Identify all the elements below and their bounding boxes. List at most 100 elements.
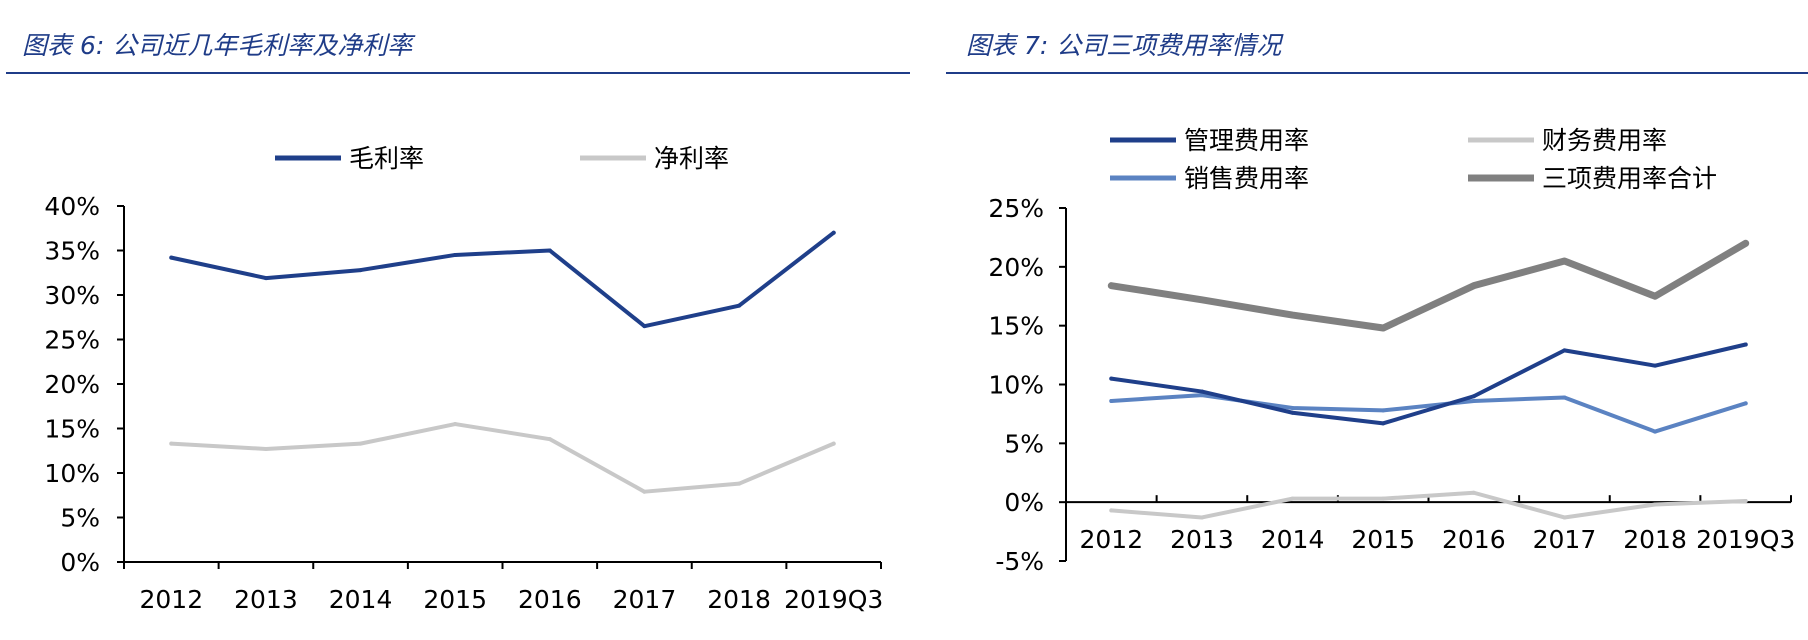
legend-label: 财务费用率: [1542, 126, 1667, 155]
y-tick-label: 0%: [1004, 488, 1044, 517]
y-tick-label: 30%: [44, 281, 100, 310]
y-tick-label: 15%: [988, 312, 1044, 341]
y-tick-label: 15%: [44, 415, 100, 444]
gross-margin-point: [642, 324, 647, 329]
x-tick-label: 2017: [613, 585, 677, 614]
admin-expense-point: [1471, 394, 1476, 399]
total-expense-point: [1381, 326, 1386, 331]
finance-expense-point: [1290, 496, 1295, 501]
x-tick-label: 2014: [329, 585, 393, 614]
admin-expense-point: [1562, 348, 1567, 353]
legend-label: 净利率: [654, 144, 729, 173]
sales-expense-line: [1109, 393, 1748, 434]
net-margin-point: [169, 441, 174, 446]
legend-label: 三项费用率合计: [1542, 164, 1717, 193]
y-tick-label: 25%: [988, 194, 1044, 223]
finance-expense-point: [1109, 508, 1114, 513]
title-divider: [946, 72, 1808, 74]
gross-margin-point: [737, 303, 742, 308]
sales-expense-point: [1109, 398, 1114, 403]
expense-line-chart: 25% 20% 15% 10% 5% 0% -5% 2012 2013 2014 2015 2016 2…: [988, 126, 1795, 576]
finance-expense-point: [1199, 515, 1204, 520]
total-expense-point: [1290, 313, 1295, 318]
net-margin-point: [547, 437, 552, 442]
admin-expense-line: [1109, 342, 1748, 426]
sales-expense-point: [1743, 401, 1748, 406]
chart-panel-expenses: 图表 7: 公司三项费用率情况 25% 20% 15% 10% 5% 0% -5% 2012 2…: [944, 0, 1808, 640]
net-margin-point: [358, 441, 363, 446]
legend-label: 管理费用率: [1184, 126, 1309, 155]
x-tick-label: 2014: [1261, 525, 1325, 554]
x-tick-label: 2015: [1351, 525, 1415, 554]
finance-expense-point: [1653, 502, 1658, 507]
admin-expense-point: [1381, 421, 1386, 426]
y-tick-label: 5%: [1004, 429, 1044, 458]
chart-title: 图表 6: 公司近几年毛利率及净利率: [22, 31, 413, 60]
total-expense-point: [1743, 241, 1748, 246]
x-tick-label: 2015: [423, 585, 487, 614]
y-tick-label: 20%: [44, 370, 100, 399]
total-expense-line: [1107, 239, 1750, 332]
y-tick-label: 10%: [988, 371, 1044, 400]
x-tick-label: 2016: [1442, 525, 1506, 554]
gross-margin-point: [831, 230, 836, 235]
net-margin-point: [453, 422, 458, 427]
sales-expense-point: [1562, 395, 1567, 400]
y-tick-label: 5%: [60, 504, 100, 533]
y-tick-label: 25%: [44, 326, 100, 355]
x-tick-label: 2017: [1533, 525, 1597, 554]
gross-margin-line: [169, 230, 836, 329]
sales-expense-point: [1381, 408, 1386, 413]
finance-expense-point: [1381, 496, 1386, 501]
x-tick-label: 2019Q3: [784, 585, 883, 614]
net-margin-point: [263, 446, 268, 451]
x-tick-label: 2018: [1623, 525, 1687, 554]
admin-expense-point: [1290, 410, 1295, 415]
legend-label: 销售费用率: [1184, 164, 1309, 193]
y-tick-label: 20%: [988, 253, 1044, 282]
finance-expense-point: [1562, 515, 1567, 520]
total-expense-point: [1199, 297, 1204, 302]
finance-expense-point: [1743, 498, 1748, 503]
net-margin-point: [642, 489, 647, 494]
admin-expense-point: [1653, 363, 1658, 368]
y-tick-label: 40%: [44, 192, 100, 221]
chart-title: 图表 7: 公司三项费用率情况: [966, 31, 1282, 60]
legend-label: 毛利率: [349, 144, 424, 173]
total-expense-point: [1562, 258, 1567, 263]
finance-expense-line: [1109, 490, 1748, 520]
total-expense-point: [1653, 294, 1658, 299]
gross-margin-point: [547, 248, 552, 253]
x-tick-label: 2016: [518, 585, 582, 614]
y-tick-label: -5%: [995, 547, 1044, 576]
x-tick-label: 2018: [707, 585, 771, 614]
net-margin-point: [737, 481, 742, 486]
margin-line-chart: 40% 35% 30% 25% 20% 15% 10% 5% 0% 2012 2013 2014 201…: [44, 144, 883, 614]
sales-expense-point: [1653, 429, 1658, 434]
title-divider: [6, 72, 910, 74]
sales-expense-point: [1199, 393, 1204, 398]
sales-expense-point: [1290, 406, 1295, 411]
net-margin-point: [831, 441, 836, 446]
y-tick-label: 0%: [60, 548, 100, 577]
x-tick-label: 2019Q3: [1696, 525, 1795, 554]
gross-margin-point: [453, 252, 458, 257]
y-tick-label: 35%: [44, 237, 100, 266]
admin-expense-point: [1109, 376, 1114, 381]
net-margin-line: [169, 422, 836, 494]
gross-margin-point: [358, 268, 363, 273]
chart-panel-margins: 图表 6: 公司近几年毛利率及净利率 40% 35% 30% 25% 20% 15% 10%…: [6, 31, 910, 614]
x-tick-label: 2013: [1170, 525, 1234, 554]
y-tick-label: 10%: [44, 459, 100, 488]
x-tick-label: 2012: [1080, 525, 1144, 554]
total-expense-point: [1109, 283, 1114, 288]
admin-expense-point: [1199, 389, 1204, 394]
total-expense-point: [1471, 283, 1476, 288]
finance-expense-point: [1471, 490, 1476, 495]
sales-expense-point: [1471, 398, 1476, 403]
gross-margin-point: [263, 276, 268, 281]
x-tick-label: 2013: [234, 585, 298, 614]
gross-margin-point: [169, 255, 174, 260]
admin-expense-point: [1743, 342, 1748, 347]
x-tick-label: 2012: [140, 585, 204, 614]
